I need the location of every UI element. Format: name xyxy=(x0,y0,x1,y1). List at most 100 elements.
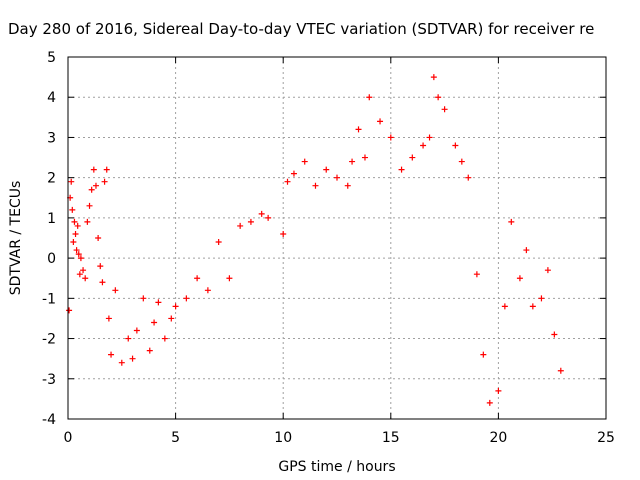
data-point xyxy=(226,275,233,282)
data-point xyxy=(265,214,272,221)
data-point xyxy=(66,307,73,314)
data-point xyxy=(97,263,104,270)
data-point xyxy=(140,295,147,302)
data-point xyxy=(204,287,211,294)
data-point xyxy=(194,275,201,282)
data-point xyxy=(77,255,84,262)
data-point xyxy=(409,154,416,161)
y-tick-label: -2 xyxy=(42,332,56,348)
y-tick-labels: -4 -3 -2 -1 0 1 2 3 4 5 xyxy=(42,50,56,428)
data-point xyxy=(557,367,564,374)
data-point xyxy=(247,218,254,225)
data-point xyxy=(284,178,291,185)
y-tick-label: 3 xyxy=(47,130,56,146)
y-tick-label: 2 xyxy=(47,171,56,187)
data-point xyxy=(516,275,523,282)
data-point xyxy=(103,166,110,173)
data-point xyxy=(508,218,515,225)
data-point xyxy=(72,230,79,237)
data-point xyxy=(133,327,140,334)
data-point xyxy=(334,174,340,181)
data-point xyxy=(99,279,106,286)
data-point xyxy=(441,106,448,113)
data-point xyxy=(361,154,368,161)
data-point xyxy=(258,210,265,217)
data-point xyxy=(146,347,153,354)
data-point xyxy=(323,166,330,173)
chart-title: Day 280 of 2016, Sidereal Day-to-day VTE… xyxy=(8,20,594,38)
data-point xyxy=(452,142,459,149)
x-axis-label: GPS time / hours xyxy=(278,459,395,475)
data-point xyxy=(301,158,308,165)
data-point xyxy=(112,287,119,294)
data-point xyxy=(473,271,480,278)
data-point xyxy=(88,186,95,193)
data-point xyxy=(349,158,356,165)
data-point xyxy=(430,74,437,81)
data-point xyxy=(73,247,80,254)
data-point xyxy=(68,178,75,185)
data-point xyxy=(387,134,394,141)
data-point xyxy=(215,239,222,246)
data-point xyxy=(101,178,108,185)
data-point xyxy=(86,202,93,209)
data-point xyxy=(355,126,362,133)
data-point xyxy=(366,94,373,101)
x-tick-label: 25 xyxy=(597,430,615,446)
data-point xyxy=(151,319,158,326)
data-point xyxy=(420,142,427,149)
data-point xyxy=(108,351,115,358)
data-point xyxy=(551,331,558,338)
data-point xyxy=(129,355,136,362)
data-point xyxy=(501,303,508,310)
data-point xyxy=(84,218,91,225)
data-point xyxy=(90,166,97,173)
data-point xyxy=(426,134,433,141)
data-point xyxy=(377,118,384,125)
data-point xyxy=(70,239,77,246)
data-point xyxy=(544,267,551,274)
data-point xyxy=(523,247,530,254)
axis-ticks xyxy=(67,56,607,420)
data-point xyxy=(480,351,487,358)
data-point xyxy=(95,235,102,241)
data-point xyxy=(168,315,175,322)
plot-border xyxy=(67,56,607,420)
x-tick-label: 20 xyxy=(489,430,507,446)
data-point xyxy=(118,359,125,366)
data-point xyxy=(529,303,536,310)
x-tick-label: 10 xyxy=(274,430,292,446)
data-point xyxy=(435,94,442,101)
grid xyxy=(68,57,606,419)
y-axis-label: SDTVAR / TECUs xyxy=(8,181,24,296)
y-tick-label: -4 xyxy=(42,412,56,428)
data-point xyxy=(74,222,81,229)
data-point xyxy=(92,182,99,189)
data-point xyxy=(237,222,244,229)
data-point xyxy=(172,303,179,310)
data-point xyxy=(183,295,190,302)
data-point xyxy=(495,387,502,394)
data-point xyxy=(398,166,405,173)
data-point xyxy=(458,158,465,165)
data-point xyxy=(76,271,83,278)
plot-area xyxy=(68,57,606,419)
data-point xyxy=(161,335,168,342)
data-point xyxy=(125,335,132,342)
data-point xyxy=(312,182,319,189)
x-tick-label: 0 xyxy=(64,430,73,446)
x-tick-labels: 0 5 10 15 20 25 xyxy=(64,430,615,446)
data-point xyxy=(75,251,82,258)
data-point xyxy=(155,299,162,306)
data-point xyxy=(105,315,112,322)
data-point xyxy=(80,267,87,274)
data-point xyxy=(290,170,297,177)
data-point xyxy=(69,206,76,213)
data-point xyxy=(82,275,89,282)
data-point xyxy=(465,174,472,181)
data-point xyxy=(538,295,545,302)
y-tick-label: 5 xyxy=(47,50,56,66)
data-point xyxy=(486,399,493,406)
data-point xyxy=(344,182,351,189)
